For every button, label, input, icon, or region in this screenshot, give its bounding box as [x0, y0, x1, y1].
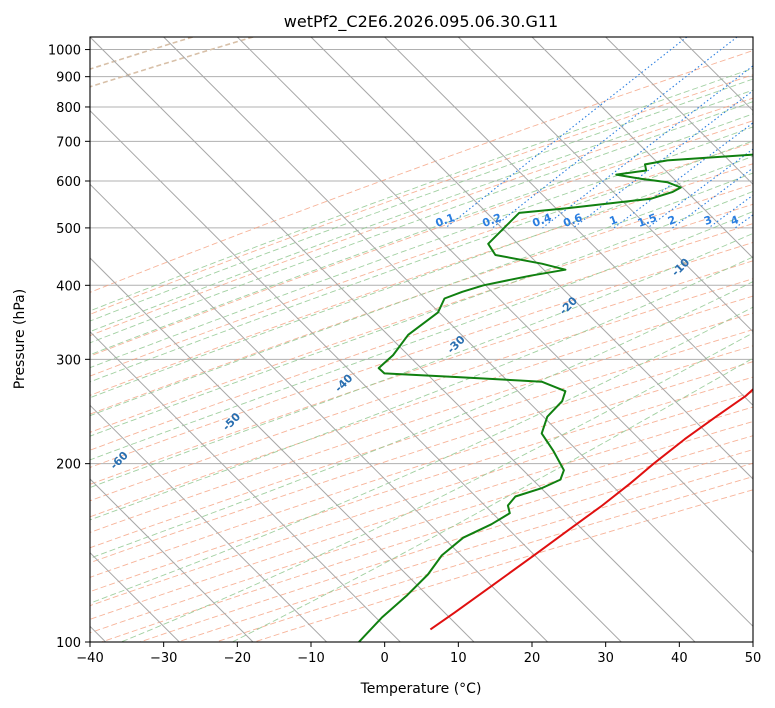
y-axis-label: Pressure (hPa): [12, 289, 28, 389]
y-tick-label: 400: [56, 279, 81, 294]
dry-adiabat: [90, 223, 753, 451]
dry-adiabat: [90, 312, 753, 533]
moist-adiabat: [90, 190, 753, 437]
moist-adiabat: [121, 332, 753, 642]
y-tick-label: 100: [56, 636, 81, 651]
isotherm: [163, 37, 753, 628]
dry-adiabat: [90, 421, 753, 634]
isotherm: [90, 37, 696, 642]
y-tick-label: 1000: [48, 44, 81, 59]
mixing-ratio-label: 3: [702, 213, 714, 228]
isotherm: [90, 109, 622, 642]
isotherm: [531, 37, 753, 259]
moist-adiabats: [90, 67, 753, 642]
isotherm: [236, 37, 753, 554]
dry-adiabat: [90, 183, 753, 415]
moist-adiabat: [90, 113, 753, 356]
mixing-ratio-lines: [445, 37, 753, 229]
y-tick-label: 300: [56, 353, 81, 368]
moist-adiabat: [90, 89, 753, 333]
dry-adiabat: [254, 489, 753, 642]
isotherm: [90, 330, 401, 642]
isotherm: [90, 183, 549, 642]
x-tick-label: 30: [597, 651, 614, 666]
isotherms: [90, 37, 753, 642]
y-tick-label: 200: [56, 458, 81, 473]
dry-adiabat: [90, 241, 753, 468]
mixing-ratio-line: [572, 90, 753, 229]
moist-adiabat: [90, 155, 753, 399]
x-tick-label: −10: [297, 651, 324, 666]
mixing-ratio-label: 2: [666, 213, 678, 228]
mixing-ratio-line: [672, 167, 753, 229]
mixing-ratio-line: [492, 37, 738, 229]
y-tick-label: 700: [56, 135, 81, 150]
isotherm: [90, 478, 254, 642]
plot-frame: [89, 36, 754, 643]
dry-adiabat: [177, 462, 753, 642]
dry-adiabat: [90, 74, 753, 315]
x-tick-label: 0: [381, 651, 389, 666]
moist-adiabat: [90, 232, 753, 488]
y-axis: 100 200 300 400 500 600 700 800 900 1000: [48, 44, 90, 651]
mixing-ratio-label: 0.6: [561, 211, 584, 230]
mixing-ratio-label: 0.2: [481, 211, 504, 230]
moist-adiabat: [90, 281, 753, 559]
dewpoint-line: [358, 153, 753, 642]
isotherm: [384, 37, 753, 407]
moist-adiabat: [90, 126, 753, 369]
x-tick-label: −30: [150, 651, 177, 666]
mixing-ratio-label: 0.4: [531, 211, 554, 230]
mixing-ratio-label: 4: [729, 213, 741, 228]
dry-adiabat: [90, 142, 753, 377]
y-tick-label: 600: [56, 175, 81, 190]
mixing-ratio-label: 1.5: [636, 211, 659, 230]
sounding-profiles: [358, 153, 753, 642]
moist-adiabat: [90, 172, 753, 417]
dry-adiabat: [101, 435, 753, 642]
x-tick-label: −20: [224, 651, 251, 666]
isotherm: [90, 257, 475, 642]
x-tick-label: 10: [450, 651, 467, 666]
isotherm: [90, 404, 328, 642]
x-tick-label: 40: [671, 651, 688, 666]
x-tick-label: 50: [745, 651, 762, 666]
moist-adiabat: [90, 101, 753, 344]
moist-adiabat: [90, 211, 753, 461]
dry-adiabat: [90, 50, 753, 293]
isotherm: [310, 37, 753, 480]
dry-adiabat: [90, 391, 753, 607]
dry-adiabat: [90, 329, 753, 549]
moist-adiabat: [90, 306, 753, 604]
x-axis-label: Temperature (°C): [360, 681, 482, 697]
moist-adiabat: [232, 357, 753, 642]
y-tick-label: 800: [56, 101, 81, 116]
dry-adiabat: [90, 406, 753, 620]
dry-adiabat: [90, 361, 753, 578]
mixing-ratio-label: 0.1: [434, 211, 457, 230]
isotherm: [457, 37, 753, 333]
mixing-ratio-label: 1: [608, 213, 620, 228]
mixing-ratio-line: [542, 65, 753, 229]
x-tick-label: −40: [76, 651, 103, 666]
isotherm: [605, 37, 753, 186]
y-tick-label: 900: [56, 71, 81, 86]
chart-title: wetPf2_C2E6.2026.095.06.30.G11: [284, 12, 558, 32]
mixing-ratio-labels: 0.1 0.2 0.4 0.6 1 1.5 2 3 4: [434, 211, 741, 230]
x-tick-label: 20: [524, 651, 541, 666]
temperature-line: [429, 388, 753, 631]
x-axis: −40 −30 −20 −10 0 10 20 30 40 50: [76, 642, 761, 666]
y-tick-label: 500: [56, 222, 81, 237]
dry-adiabat: [90, 97, 753, 337]
plot-area: [90, 37, 753, 642]
dry-adiabat: [90, 163, 753, 396]
